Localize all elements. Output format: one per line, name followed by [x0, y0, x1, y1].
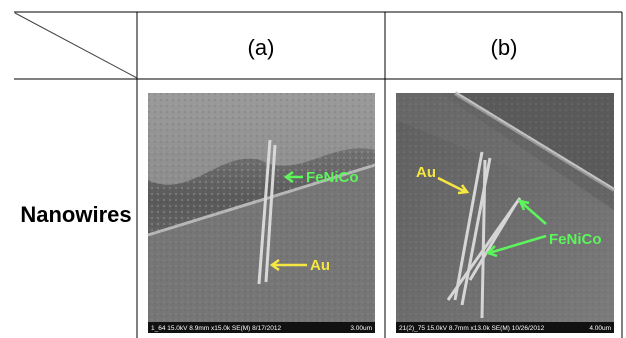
- scale-label: 4.00um: [589, 325, 611, 332]
- annotation: Au: [310, 257, 330, 274]
- page: (a) (b) Nanowires 1_64 15.0kV 8.9mm x15.…: [0, 0, 626, 338]
- sem-image: 1_64 15.0kV 8.9mm x15.0k SE(M) 8/17/2012…: [148, 93, 375, 333]
- column-header: (a): [248, 35, 275, 60]
- scale-label: 3.00um: [350, 325, 372, 332]
- info-bar: 1_64 15.0kV 8.9mm x15.0k SE(M) 8/17/2012: [151, 325, 281, 332]
- sem-image: 21(2)_75 15.0kV 8.7mm x13.0k SE(M) 10/26…: [396, 93, 614, 333]
- table-figure: (a) (b) Nanowires 1_64 15.0kV 8.9mm x15.…: [0, 0, 626, 338]
- annotation: FeNiCo: [549, 231, 602, 248]
- info-bar: 21(2)_75 15.0kV 8.7mm x13.0k SE(M) 10/26…: [399, 325, 545, 332]
- column-header: (b): [491, 35, 518, 60]
- row-label: Nanowires: [20, 202, 131, 227]
- annotation: Au: [416, 164, 436, 181]
- annotation: FeNiCo: [306, 169, 359, 186]
